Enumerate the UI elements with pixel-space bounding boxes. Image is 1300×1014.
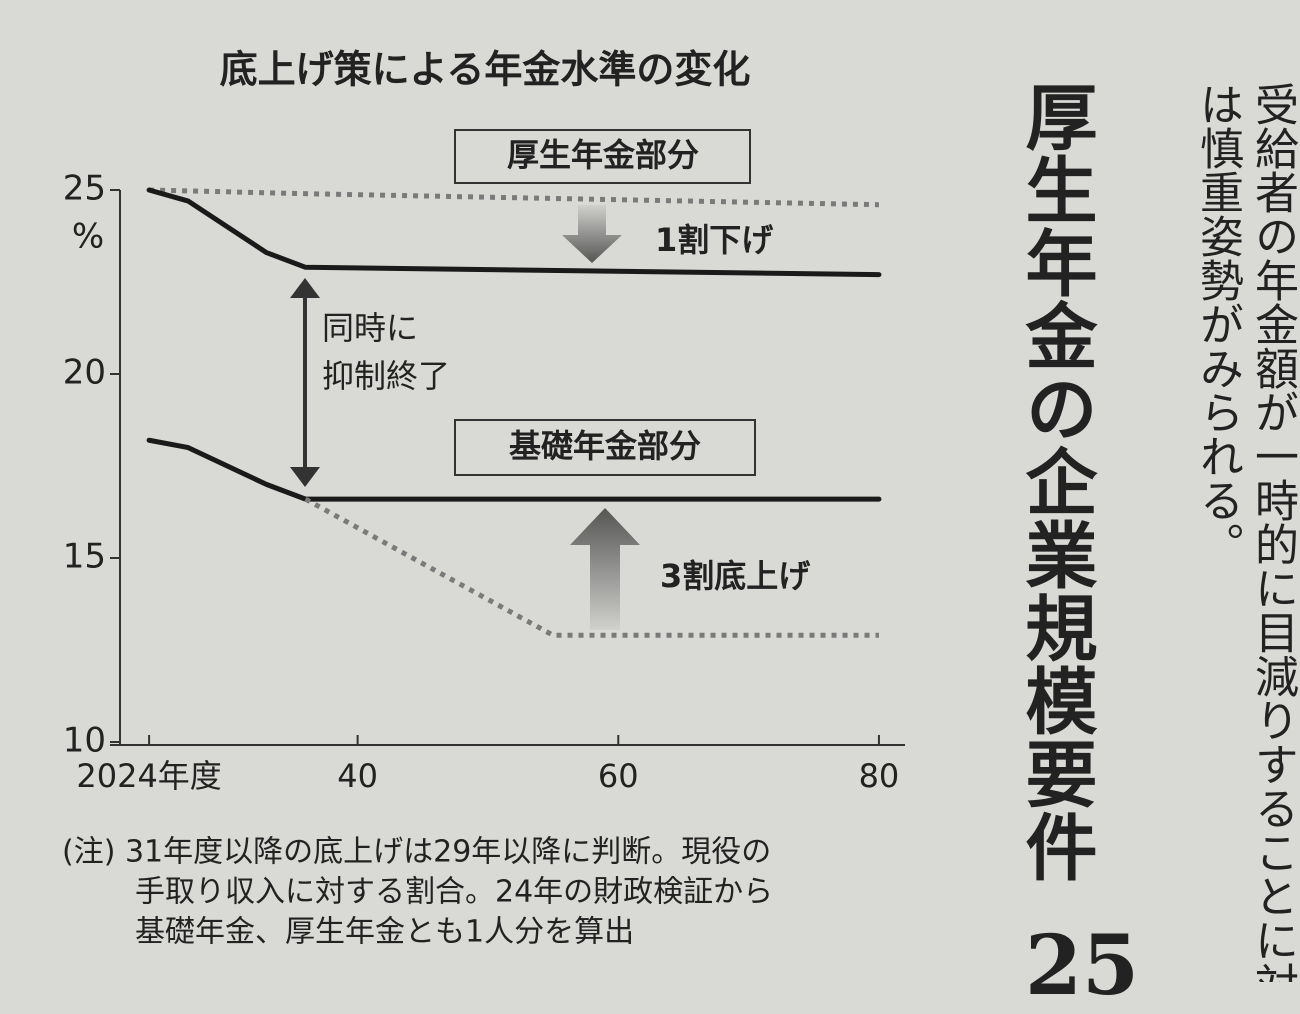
annotation: 1割下げ: [655, 221, 773, 259]
note: (注) 31年度以降の底上げは29年以降に判断。現役の: [62, 835, 771, 870]
annotation: 厚生年金部分: [507, 136, 699, 174]
note: 基礎年金、厚生年金とも1人分を算出: [135, 915, 634, 950]
arrow: [562, 205, 622, 263]
x-tick-label: 80: [859, 757, 900, 795]
chart: 底上げ策による年金水準の変化 厚生年金部分 1割下げ 同時に 抑制終了 基礎年金…: [62, 48, 905, 950]
dotted-line: [149, 187, 879, 208]
dotted-line: [304, 496, 879, 638]
annotation: 基礎年金部分: [509, 427, 701, 465]
headline: 厚生年金の企業規模要件: [1013, 80, 1097, 883]
body-line: 受給者の年金額が一時的に目減りすることに対: [1247, 82, 1298, 982]
annotation: 抑制終了: [322, 357, 450, 395]
body-line: は慎重姿勢がみられる。: [1192, 82, 1243, 566]
y-tick-label: 20: [63, 353, 106, 393]
x-tick-label: 60: [598, 757, 639, 795]
y-tick-label: 25: [63, 169, 106, 209]
chart-title: 底上げ策による年金水準の変化: [220, 48, 751, 92]
label-box: [454, 129, 751, 184]
arrow: [290, 278, 320, 298]
line: [146, 187, 882, 278]
x-tick-label: 2024年度: [76, 757, 221, 795]
arrow: [290, 467, 320, 487]
article-body: 受給者の年金額が一時的に目減りすることに対 は慎重姿勢がみられる。: [1170, 82, 1300, 982]
annotation: 同時に: [322, 309, 418, 347]
headline-number: 25: [1025, 918, 1140, 1014]
arrow: [570, 508, 640, 630]
page: 底上げ策による年金水準の変化 厚生年金部分 1割下げ 同時に 抑制終了 基礎年金…: [62, 47, 1298, 1014]
line: [146, 437, 882, 502]
y-tick-label: 10: [63, 721, 106, 761]
y-unit: %: [72, 217, 104, 257]
annotation: 3割底上げ: [660, 557, 810, 595]
note: 手取り収入に対する割合。24年の財政検証から: [135, 875, 773, 910]
label-box: [454, 419, 756, 476]
y-tick-label: 15: [63, 537, 106, 577]
x-tick-label: 40: [337, 757, 378, 795]
